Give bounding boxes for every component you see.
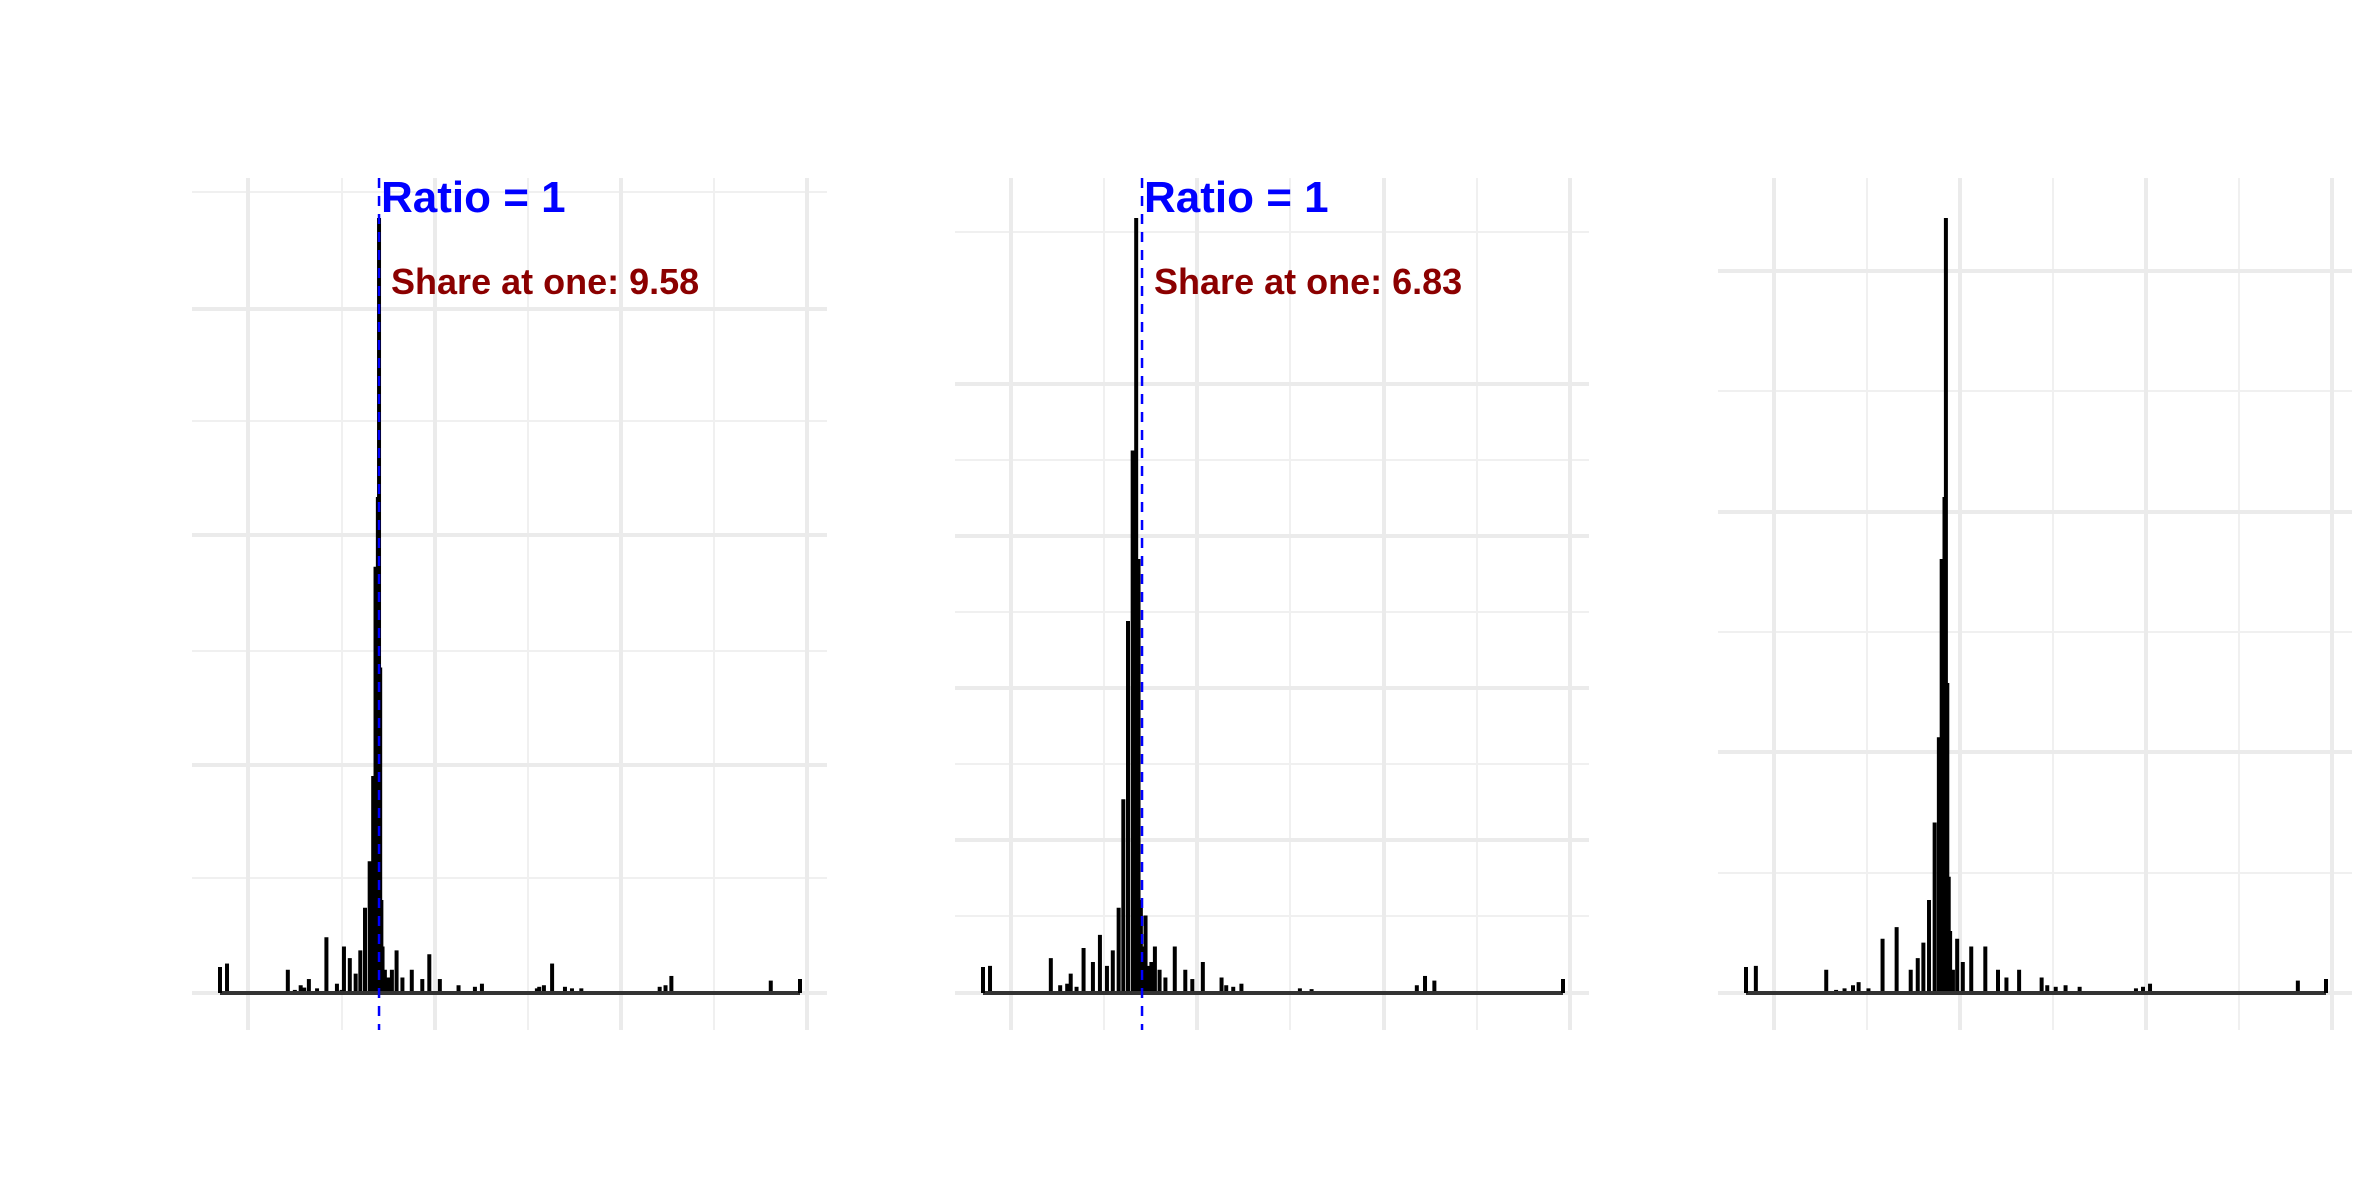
panel-2-bars — [981, 218, 1565, 995]
panel-1: Ratio = 1 Share at one: 9.58 — [192, 173, 827, 1030]
panel-3-bars — [1744, 218, 2328, 995]
panel-2: Ratio = 1 Share at one: 6.83 — [955, 173, 1589, 1030]
panel-3 — [1718, 178, 2352, 1030]
panel-2-share-label: Share at one: 6.83 — [1154, 261, 1462, 302]
panel-1-share-label: Share at one: 9.58 — [391, 261, 699, 302]
panel-2-ratio-label: Ratio = 1 — [1144, 173, 1329, 222]
panel-1-ratio-label: Ratio = 1 — [381, 173, 566, 222]
panel-2-grid — [955, 178, 1589, 1030]
